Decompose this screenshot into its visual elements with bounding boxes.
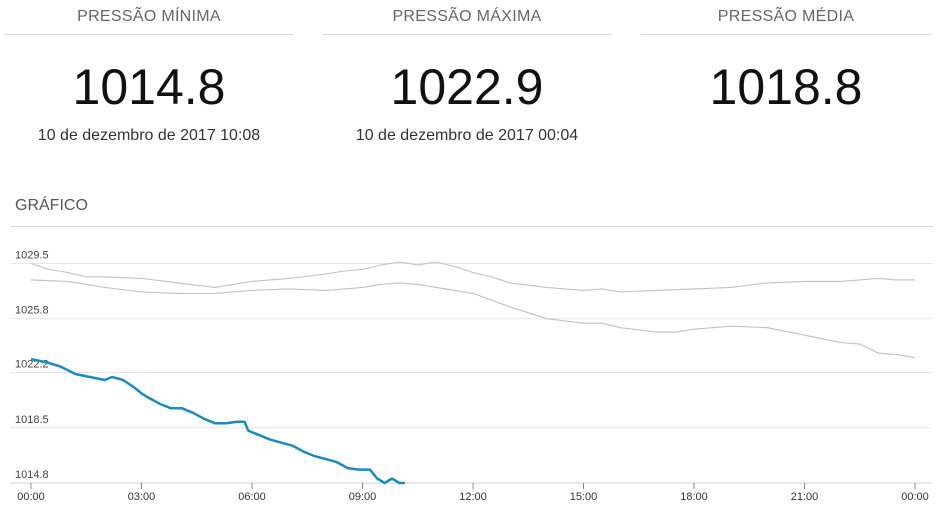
stat-minimum-value: 1014.8 [72, 59, 226, 115]
stat-minimum-label: PRESSÃO MÍNIMA [77, 8, 221, 25]
stat-maximum-divider [322, 34, 612, 35]
stat-maximum-value: 1022.9 [390, 59, 544, 115]
y-tick-label: 1025.8 [15, 305, 49, 317]
x-tick-label: 15:00 [570, 491, 598, 503]
x-tick-label: 12:00 [459, 491, 487, 503]
stat-minimum: PRESSÃO MÍNIMA 1014.8 10 de dezembro de … [4, 0, 294, 145]
stat-maximum-label: PRESSÃO MÁXIMA [392, 8, 542, 25]
chart-section-title: GRÁFICO [15, 197, 88, 214]
x-tick-label: 03:00 [128, 491, 156, 503]
x-tick-label: 18:00 [680, 491, 708, 503]
x-tick-label: 06:00 [238, 491, 266, 503]
stat-average: PRESSÃO MÉDIA 1018.8 [641, 0, 931, 127]
y-tick-label: 1029.5 [15, 250, 49, 262]
y-tick-label: 1014.8 [15, 469, 49, 481]
stat-average-value: 1018.8 [709, 59, 863, 115]
x-tick-label: 00:00 [17, 491, 45, 503]
x-tick-label: 00:00 [901, 491, 929, 503]
stat-average-divider [641, 34, 931, 35]
stat-minimum-divider [4, 34, 294, 35]
series-line-history-upper [30, 261, 915, 293]
section-divider [10, 226, 934, 227]
series-line-history-lower [30, 279, 916, 359]
series-line-current [30, 357, 405, 485]
stat-minimum-date: 10 de dezembro de 2017 10:08 [37, 127, 261, 144]
stat-average-label: PRESSÃO MÉDIA [717, 8, 855, 25]
y-tick-label: 1018.5 [15, 414, 49, 426]
x-tick-label: 21:00 [791, 491, 819, 503]
stat-maximum: PRESSÃO MÁXIMA 1022.9 10 de dezembro de … [322, 0, 612, 145]
stat-maximum-date: 10 de dezembro de 2017 00:04 [355, 127, 579, 144]
x-tick-label: 09:00 [349, 491, 377, 503]
